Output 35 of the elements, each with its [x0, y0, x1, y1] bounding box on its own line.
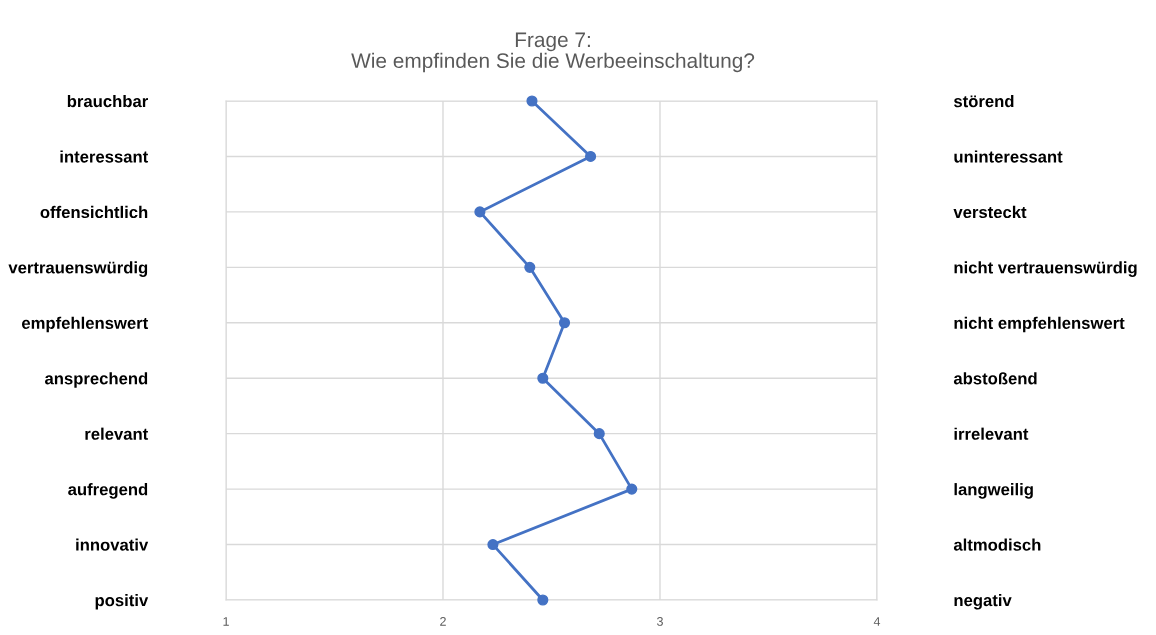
y2-tick-label: uninteressant — [954, 150, 1063, 163]
y-tick-label: relevant — [85, 427, 149, 440]
y-tick-label: ansprechend — [44, 372, 148, 388]
point — [526, 95, 538, 107]
y2-tick-label: nicht empfehlenswert — [954, 316, 1125, 333]
y-tick-label: vertrauenswürdig — [8, 261, 148, 277]
chart-title: Frage 7: Wie empfinden Sie die Werbeeinschaltung? — [351, 32, 755, 73]
y2-tick-label: nicht vertrauenswürdig — [954, 261, 1137, 277]
point — [593, 428, 605, 440]
point — [585, 150, 597, 163]
y-tick-label: aufregend — [68, 483, 148, 499]
x-tick-label: 4 — [873, 617, 881, 626]
y2-tick-label: abstoßend — [953, 372, 1037, 385]
x-tick-label: 2 — [440, 617, 446, 626]
y-tick-label: offensichtlich — [40, 205, 148, 219]
point — [537, 372, 549, 384]
point — [626, 483, 638, 495]
y2-tick-label: versteckt — [953, 205, 1027, 219]
y-tick-label: positiv — [95, 593, 149, 610]
y2-tick-label: langweilig — [954, 483, 1033, 499]
y-tick-label: empfehlenswert — [21, 316, 149, 333]
y-tick-label: interessant — [60, 150, 149, 163]
y2-tick-label: störend — [953, 94, 1014, 108]
x-tick-label: 1 — [223, 617, 229, 626]
point — [558, 317, 571, 329]
point — [537, 594, 549, 606]
x-tick-label: 3 — [657, 617, 663, 626]
y-tick-label: brauchbar — [67, 94, 148, 108]
y-tick-label: innovativ — [76, 538, 149, 551]
point — [487, 538, 499, 551]
point — [474, 206, 486, 218]
y2-tick-label: irrelevant — [954, 427, 1029, 440]
y2-tick-label: negativ — [954, 593, 1012, 610]
point — [524, 261, 536, 273]
y2-tick-label: altmodisch — [953, 538, 1041, 551]
